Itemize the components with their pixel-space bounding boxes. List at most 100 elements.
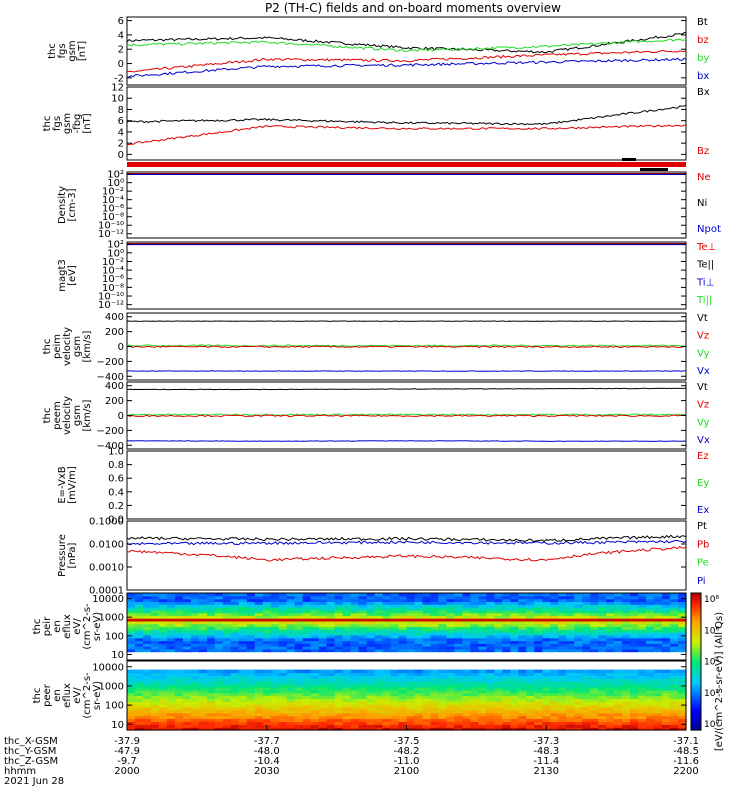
spectrogram-cell [510,672,519,676]
spectrogram-cell [374,707,384,711]
spectrogram-cell [286,632,296,636]
spectrogram-cell [318,604,328,608]
spectrogram-cell [614,623,623,628]
series-bx [126,57,687,79]
spectrogram-cell [143,626,152,630]
colorbar-cell [691,661,701,665]
spectrogram-cell [510,648,519,653]
spectrogram-cell [510,604,519,608]
spectrogram-cell [222,648,232,653]
spectrogram-cell [510,698,519,702]
colorbar-frame [690,592,702,731]
spectrogram-cell [414,681,424,685]
spectrogram-cell [318,643,328,647]
spectrogram-cell [518,675,527,679]
spectrogram-cell [135,724,144,728]
spectrogram-cell [222,607,232,611]
spectrogram-cell [358,701,368,705]
spectrogram-cell [510,637,519,642]
spectrogram-cell [430,623,440,628]
spectrogram-cell [334,598,344,602]
spectrogram-cell [542,721,551,725]
spectrogram-cell [374,698,384,702]
spectrogram-cell [622,675,631,679]
spectrogram-cell [550,724,559,728]
spectrogram-cell [190,692,200,697]
spectrogram-cell [542,709,551,714]
spectrogram-cell [135,598,144,602]
spectrogram-cell [302,712,312,717]
spectrogram-cell [566,643,575,647]
spectrogram-cell [494,637,503,642]
spectrogram-cell [198,637,208,642]
spectrogram-cell [518,629,527,633]
spectrogram-cell [534,681,543,685]
spectrogram-cell [390,646,400,650]
spectrogram-cell [326,629,336,633]
spectrogram-cell [590,715,599,720]
spectrogram-cell [646,637,655,642]
spectrogram-cell [310,698,320,702]
spectrogram-cell [606,707,615,711]
spectrogram-cell [614,707,623,711]
spectrogram-cell [182,678,192,682]
spectrogram-cell [262,648,272,653]
spectrogram-cell [190,634,200,639]
spectrogram-cell [366,643,376,647]
spectrogram-cell [302,604,312,608]
spectrogram-cell [654,721,663,725]
spectrogram-cell [622,598,631,602]
spectrogram-cell [526,684,535,688]
spectrogram-cell [678,709,687,714]
spectrogram-cell [206,721,216,725]
spectrogram-cell [358,675,368,679]
spectrogram-cell [662,684,671,688]
colorbar-cell [691,716,701,720]
spectrogram-cell [286,640,296,644]
spectrogram-cell [638,643,647,647]
spectrogram-cell [550,629,559,633]
spectrogram-cell [422,704,432,708]
spectrogram-cell [526,712,535,717]
spectrogram-cell [238,681,248,685]
spectrogram-cell [646,648,655,653]
spectrogram-cell [206,598,216,602]
spectrogram-cell [358,727,368,731]
spectrogram-cell [190,704,200,708]
spectrogram-cell [198,727,208,731]
spectrogram-cell [550,607,559,611]
spectrogram-cell [182,646,192,650]
spectrogram-cell [190,648,200,653]
spectrogram-cell [670,623,679,628]
spectrogram-cell [286,643,296,647]
spectrogram-cell [326,648,336,653]
y-axis-label: [km/s] [82,330,93,362]
spectrogram-cell [326,607,336,611]
spectrogram-cell [398,604,408,608]
spectrogram-cell [678,695,687,699]
spectrogram-cell [310,701,320,705]
spectrogram-cell [398,598,408,602]
spectrogram-cell [430,684,440,688]
spectrogram-cell [254,678,264,682]
spectrogram-cell [262,604,272,608]
spectrogram-cell [374,632,384,636]
spectrogram-cell [326,632,336,636]
spectrogram-cell [398,593,408,597]
y-tick-label: 400 [105,381,124,392]
spectrogram-cell [406,626,416,630]
spectrogram-cell [422,618,432,622]
spectrogram-cell [494,689,503,694]
spectrogram-cell [214,684,224,688]
spectrogram-cell [638,648,647,653]
spectrogram-cell [646,607,655,611]
spectrogram-cell [262,632,272,636]
spectrogram-cell [374,623,384,628]
spectrogram-cell [158,698,168,702]
spectrogram-cell [286,672,296,676]
spectrogram-cell [414,618,424,622]
spectrogram-cell [598,604,607,608]
spectrogram-cell [542,646,551,650]
spectrogram-cell [166,695,176,699]
spectrogram-cell [542,689,551,694]
